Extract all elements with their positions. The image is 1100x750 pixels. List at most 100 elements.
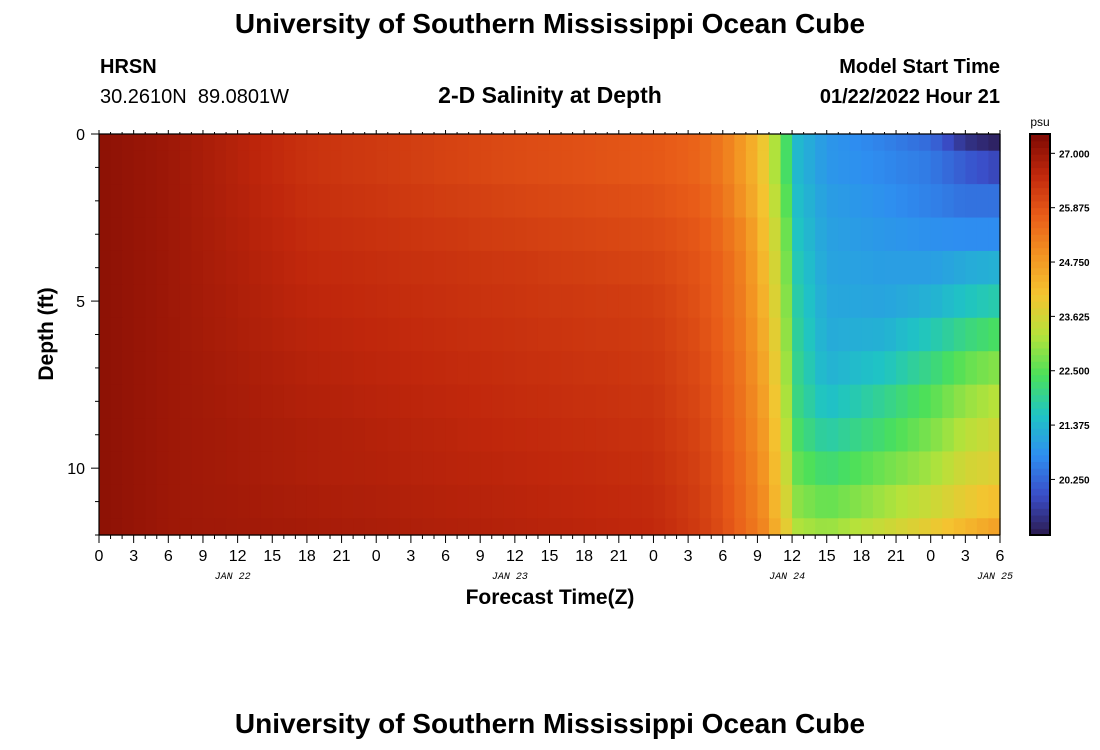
heatmap-cell [618,451,631,486]
heatmap-cell [433,418,447,453]
y-axis-label: Depth (ft) [35,287,58,380]
heatmap-cell [387,150,400,185]
colorbar-band [1030,254,1050,262]
heatmap-cell [768,150,782,185]
heatmap-cell [722,384,735,419]
heatmap-cell [976,250,990,285]
heatmap-cell [191,518,204,536]
heatmap-cell [792,250,805,285]
heatmap-cell [549,384,562,419]
heatmap-cell [734,250,747,285]
heatmap-cell [641,351,655,386]
heatmap-cell [249,217,262,252]
colorbar-tick-label: 24.750 [1059,258,1090,269]
heatmap-cell [699,451,712,486]
heatmap-cell [433,384,447,419]
heatmap-cell [306,484,320,519]
heatmap-cell [341,418,354,453]
heatmap-cell [549,484,562,519]
heatmap-cell [826,518,839,536]
heatmap-cell [514,284,527,319]
heatmap-cell [330,217,343,252]
heatmap-cell [884,184,897,219]
heatmap-cell [561,250,574,285]
heatmap-cell [491,518,504,536]
heatmap-cell [99,384,112,419]
heatmap-cell [861,317,874,352]
heatmap-cell [399,418,412,453]
heatmap-cell [826,184,839,219]
heatmap-cell [145,484,158,519]
x-axis: 0 3 6 9 12 15 18 21 0 3 6 9 12 15 18 21 0 3 6 9 12 15 18 21 0 3 6 J… [95,130,1013,583]
heatmap-cell [99,250,112,285]
heatmap-cell [688,150,701,185]
heatmap-cell [803,250,816,285]
heatmap-cell [757,384,770,419]
heatmap-cell [942,451,955,486]
heatmap-cell [480,317,493,352]
heatmap-cell [884,134,897,152]
heatmap-cell [341,518,354,536]
heatmap-cell [907,317,920,352]
heatmap-cell [445,351,458,386]
heatmap-cell [699,284,712,319]
heatmap-cell [214,518,227,536]
heatmap-cell [318,134,331,152]
heatmap-cell [214,250,227,285]
heatmap-cell [110,418,123,453]
heatmap-cell [561,150,574,185]
heatmap-cell [838,484,851,519]
heatmap-cell [306,451,320,486]
main-title: University of Southern Mississippi Ocean… [234,8,866,39]
heatmap-cell [156,484,169,519]
heatmap-cell [168,317,181,352]
heatmap-cell [561,451,574,486]
heatmap-cell [133,284,146,319]
heatmap-cell [872,317,886,352]
heatmap-cell [711,184,724,219]
heatmap-cell [133,418,146,453]
heatmap-cell [480,418,493,453]
heatmap-cell [237,451,250,486]
heatmap-cell [272,384,285,419]
heatmap-cell [849,150,862,185]
colorbar-tick-label: 22.500 [1059,367,1090,378]
heatmap-cell [526,351,539,386]
heatmap-cell [433,284,447,319]
y-tick-label: 10 [67,461,85,478]
heatmap-cell [491,484,504,519]
heatmap-cell [711,384,724,419]
heatmap-cell [260,518,273,536]
heatmap-cell [514,250,527,285]
heatmap-cell [145,518,158,536]
heatmap-cell [884,317,897,352]
heatmap-cell [214,451,227,486]
heatmap-cell [699,351,712,386]
heatmap-cell [641,451,655,486]
heatmap-cell [965,134,978,152]
heatmap-cell [768,217,782,252]
heatmap-cell [318,484,331,519]
heatmap-cell [745,384,759,419]
heatmap-cell [468,384,481,419]
heatmap-cell [306,134,320,152]
heatmap-cell [122,184,135,219]
heatmap-cells [99,134,1001,536]
heatmap-cell [757,418,770,453]
heatmap-cell [953,317,966,352]
heatmap-cell [433,134,447,152]
heatmap-cell [838,134,851,152]
heatmap-cell [641,134,655,152]
heatmap-cell [330,351,343,386]
heatmap-cell [584,284,597,319]
heatmap-cell [168,418,181,453]
heatmap-cell [364,384,377,419]
heatmap-cell [318,418,331,453]
heatmap-cell [792,217,805,252]
heatmap-cell [792,384,805,419]
heatmap-cell [711,484,724,519]
heatmap-cell [815,250,828,285]
heatmap-cell [99,451,112,486]
heatmap-cell [595,451,608,486]
heatmap-cell [410,518,424,536]
